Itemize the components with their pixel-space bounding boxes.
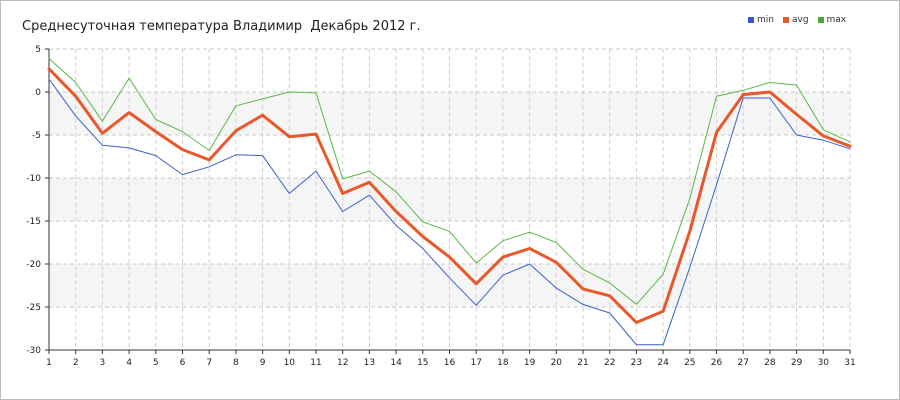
legend-item-avg[interactable]: avg [782,15,809,25]
y-tick-label: -10 [26,174,41,184]
x-tick-label: 2 [73,358,79,368]
x-tick-label: 5 [153,358,159,368]
y-tick-label: -25 [26,303,41,313]
x-tick-label: 22 [604,358,615,368]
x-tick-label: 7 [206,358,212,368]
y-tick-label: 0 [35,88,41,98]
y-tick-label: -30 [26,346,41,356]
chart-title: Среднесуточная температура Владимир Дека… [22,19,421,34]
x-tick-label: 25 [684,358,695,368]
x-tick-label: 16 [444,358,456,368]
legend-label-min: min [757,15,774,25]
series-lines [47,58,852,346]
series-line-avg [47,67,852,324]
legend-swatch-avg [782,17,789,23]
x-tick-label: 6 [180,358,186,368]
x-tick-label: 31 [844,358,855,368]
legend-swatch-min [748,17,754,23]
x-tick-label: 1 [46,358,52,368]
x-tick-label: 23 [631,358,642,368]
x-tick-label: 8 [233,358,239,368]
x-tick-label: 13 [364,358,375,368]
x-tick-label: 3 [100,358,106,368]
series-line-max [48,58,851,305]
x-tick-label: 14 [390,358,402,368]
x-tick-label: 19 [524,358,536,368]
x-tick-label: 10 [284,358,296,368]
y-tick-label: 5 [35,45,41,55]
legend-label-max: max [826,15,847,25]
background-band [49,264,850,307]
series-line-min [48,78,851,346]
x-tick-label: 28 [764,358,776,368]
axes [45,48,851,354]
x-tick-label: 29 [791,358,803,368]
x-tick-label: 18 [497,358,509,368]
x-tick-label: 4 [126,358,132,368]
x-tick-label: 12 [337,358,348,368]
x-tick-label: 15 [417,358,428,368]
y-tick-label: -20 [26,260,41,270]
x-tick-label: 17 [470,358,481,368]
x-tick-label: 21 [577,358,588,368]
x-tick-label: 9 [260,358,266,368]
x-tick-label: 26 [711,358,723,368]
x-tick-label: 20 [551,358,563,368]
legend-swatch-max [817,17,824,23]
y-tick-label: -15 [26,217,41,227]
x-tick-label: 24 [657,358,669,368]
legend-item-min[interactable]: min [748,15,774,25]
x-tick-label: 30 [818,358,830,368]
legend-item-max[interactable]: max [817,15,847,25]
chart-legend: min avg max [748,15,846,25]
x-tick-label: 11 [310,358,321,368]
y-tick-label: -5 [32,131,41,141]
legend-label-avg: avg [791,15,809,25]
x-tick-label: 27 [737,358,748,368]
tick-labels: 50-5-10-15-20-25-301 2 3 4 5 6 7 8 9 10 11 12 13 14 15… [26,45,855,368]
